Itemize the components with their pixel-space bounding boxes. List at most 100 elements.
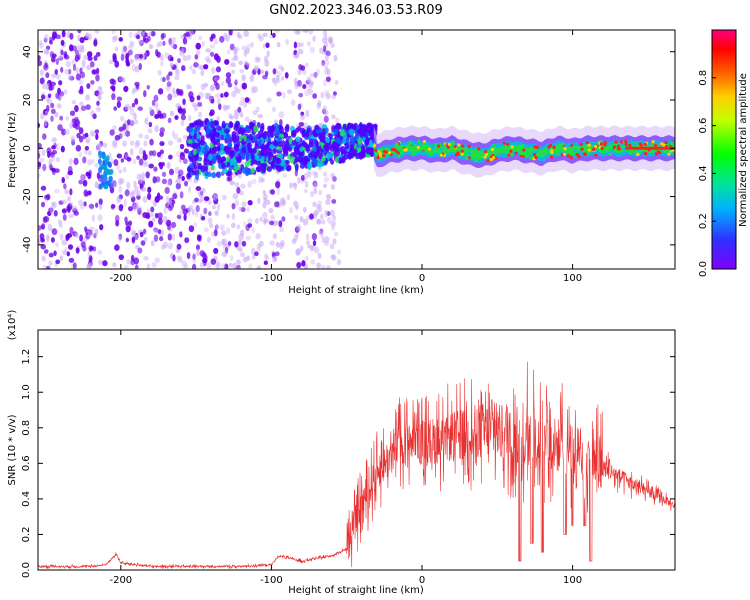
spectrogram-speck: [95, 67, 100, 75]
spectrogram-speck: [305, 233, 310, 241]
spectrogram-speck: [67, 196, 72, 202]
spectrogram-speck: [275, 74, 280, 82]
spectrogram-speck: [262, 32, 268, 38]
spectrogram-speck: [265, 42, 270, 49]
spectrogram-speck: [154, 257, 160, 264]
spectrogram-speck: [127, 44, 134, 50]
spectrogram-speck: [192, 259, 196, 264]
spectrogram-ridge-speck: [594, 141, 598, 146]
spectrogram-speck: [168, 154, 173, 160]
spectrogram-speck: [237, 106, 242, 113]
spectrogram-speck: [202, 147, 208, 155]
snr-panel: -200 -100 0 100 0.0 0.2 0.4 0.6 0.8 1.0 1.2 Heigh…: [7, 310, 676, 596]
spectrogram-speck: [148, 163, 155, 169]
spectrogram-speck: [250, 41, 254, 48]
spectrogram-speck: [340, 146, 345, 152]
spectrogram-speck: [331, 199, 337, 204]
spectrogram-speck: [193, 164, 197, 171]
spectrogram-speck: [206, 58, 212, 64]
spectrogram-speck: [304, 180, 309, 189]
spectrogram-speck: [279, 239, 285, 247]
spectrogram-speck: [271, 106, 277, 112]
spectrogram-ridge-speck: [394, 149, 398, 153]
spectrogram-speck: [265, 255, 270, 261]
snr-x-tick-label: -200: [109, 575, 132, 586]
spectrogram-speck: [234, 122, 239, 128]
spectrogram-speck: [240, 96, 246, 104]
spectrogram-speck: [90, 130, 96, 137]
spectrogram-speck: [243, 221, 247, 228]
spectrogram-speck: [85, 138, 90, 144]
spectrogram-ridge-speck: [437, 144, 441, 148]
spectrogram-speck: [158, 113, 164, 119]
snr-y-tick-label: 0.6: [21, 455, 32, 471]
spectrogram-speck: [248, 121, 254, 129]
spectrogram-ridge-speck: [387, 151, 392, 155]
spectrogram-speck: [323, 30, 328, 37]
spectrogram-speck: [157, 229, 162, 235]
spectrogram-speck: [129, 58, 134, 64]
spectrogram-speck: [244, 125, 249, 132]
spectrogram-speck: [326, 264, 331, 269]
snr-y-ticks: 0.0 0.2 0.4 0.6 0.8 1.0 1.2: [21, 349, 675, 578]
spectrogram-speck: [62, 249, 67, 256]
spectrogram-ridge-speck: [585, 140, 589, 145]
spectrogram-speck: [239, 252, 246, 258]
spectrogram-speck: [217, 125, 222, 131]
spectrogram-speck: [325, 193, 331, 200]
spectrogram-speck: [61, 239, 68, 246]
spectrogram-speck: [61, 177, 66, 184]
spectrogram-speck: [233, 51, 238, 58]
spectrogram-ridge-speck: [382, 150, 386, 154]
spectrogram-ridge-speck: [624, 139, 628, 144]
spectrogram-speck: [213, 229, 218, 237]
spectrogram-speck: [324, 209, 329, 218]
spectrogram-speck: [287, 89, 293, 95]
spectrogram-speck: [182, 55, 188, 62]
spectrogram-ridge-speck: [433, 143, 438, 147]
spectrogram-speck: [155, 49, 159, 57]
spectrogram-speck: [168, 71, 173, 77]
spectrogram-speck: [92, 113, 97, 120]
spectrogram-speck: [88, 203, 95, 209]
snr-y-tick-label: 0.4: [21, 491, 32, 507]
spectrogram-speck: [296, 125, 302, 132]
spectrogram-speck: [59, 233, 64, 241]
spectrogram-ridge-speck: [486, 159, 490, 163]
spectrogram-speck: [135, 34, 141, 40]
spectrogram-speck: [118, 233, 123, 241]
spectrogram-speck: [226, 227, 231, 235]
spectrogram-ridge-speck: [519, 151, 523, 155]
spectrogram-speck: [200, 194, 205, 202]
spectrogram-speck: [145, 50, 150, 57]
spectrogram-speck: [131, 102, 136, 108]
spectrogram-speck: [76, 44, 82, 51]
spectrogram-speck: [111, 86, 116, 92]
spectrogram-speck: [249, 74, 255, 82]
spectrogram-speck: [167, 233, 172, 241]
spectrogram-speck: [41, 149, 46, 157]
spectrogram-speck: [250, 152, 255, 161]
spectrogram-speck: [339, 129, 346, 137]
spectrogram-speck: [98, 198, 103, 206]
spectrogram-speck: [56, 143, 60, 151]
spectrogram-ridge-speck: [477, 147, 481, 151]
spectrogram-ridge-speck: [489, 157, 493, 162]
spectrogram-speck: [132, 204, 138, 212]
spectrogram-speck: [266, 97, 272, 103]
spectrogram-speck: [84, 145, 90, 151]
spectrogram-ridge-speck: [474, 159, 478, 163]
spectrogram-speck: [237, 129, 242, 135]
spectrogram-speck: [330, 43, 335, 48]
spectrogram-speck: [46, 104, 50, 113]
spectrogram-speck: [224, 58, 230, 65]
spectrogram-speck: [168, 168, 175, 176]
spectrogram-speck: [107, 180, 112, 187]
spectrogram-ridge-speck: [386, 148, 391, 152]
spectrogram-speck: [75, 66, 79, 74]
spectrogram-speck: [148, 43, 154, 50]
spectrogram-speck: [221, 230, 227, 236]
spectrogram-speck: [274, 30, 280, 34]
spectrogram-speck: [69, 75, 75, 81]
spectrogram-speck: [74, 49, 79, 57]
